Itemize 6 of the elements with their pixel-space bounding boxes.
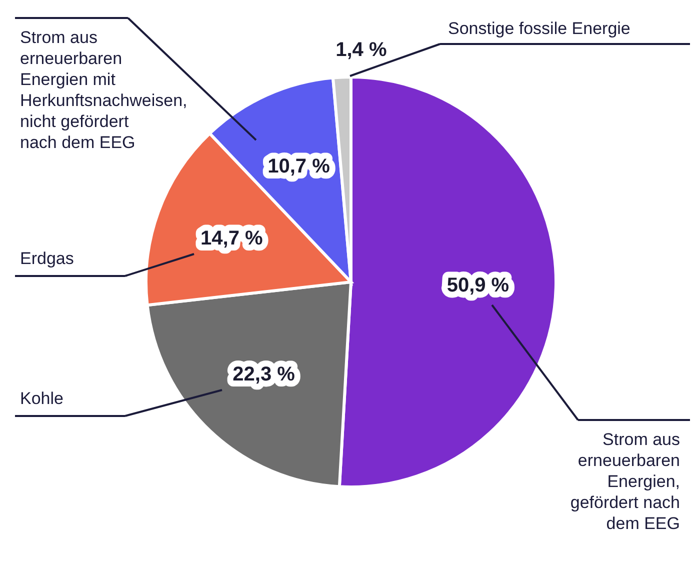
slice-label: Strom aus erneuerbaren Energien, gefördert nach dem EEG [570,430,680,533]
slice-label: Strom aus erneuerbaren Energien mit Herkunftsnachweisen, nicht gefördert nach dem EEG [20,28,188,152]
data-label: 1,4 % [336,39,387,62]
slice-label: Erdgas [20,249,74,268]
slice-label: Sonstige fossile Energie [448,19,630,38]
slice-label: Kohle [20,389,64,408]
